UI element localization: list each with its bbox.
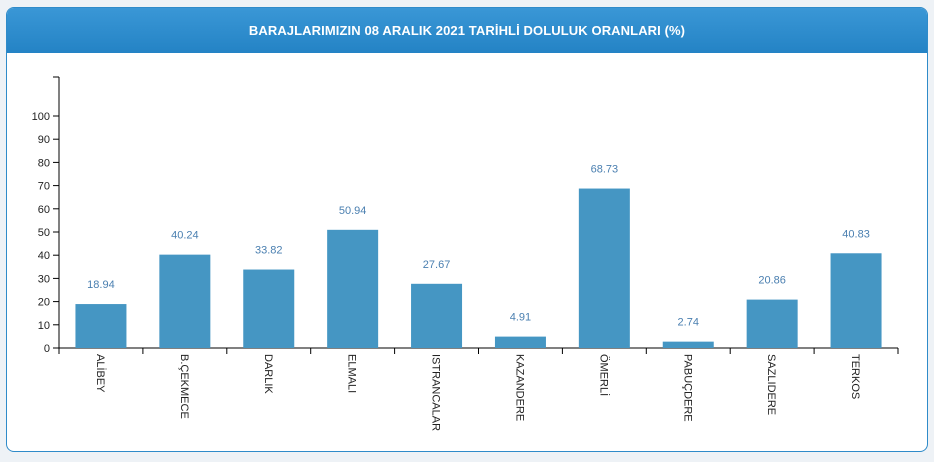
y-tick-label: 90	[38, 134, 50, 146]
bar-value-label: 27.67	[423, 259, 451, 271]
chart-panel: BARAJLARIMIZIN 08 ARALIK 2021 TARİHLİ DO…	[6, 7, 928, 452]
y-tick-label: 80	[38, 157, 50, 169]
bar-value-label: 2.74	[678, 317, 699, 329]
x-tick-label: ALİBEY	[94, 354, 107, 393]
y-tick-label: 70	[38, 181, 50, 193]
bar-value-label: 4.91	[510, 312, 531, 324]
bar-value-label: 68.73	[591, 164, 619, 176]
bar	[411, 283, 463, 348]
x-tick-label: ISTRANCALAR	[430, 354, 442, 431]
bar-value-label: 40.83	[842, 228, 870, 240]
bar	[159, 254, 211, 348]
x-tick-label: KAZANDERE	[513, 354, 525, 421]
x-tick-label: SAZLIDERE	[765, 354, 777, 415]
x-tick-label: PABUÇDERE	[681, 354, 693, 422]
y-tick-label: 10	[38, 320, 50, 332]
y-tick-label: 100	[32, 111, 50, 123]
x-tick-label: ÖMERLİ	[597, 354, 610, 396]
x-tick-label: ELMALI	[346, 354, 358, 393]
chart-title: BARAJLARIMIZIN 08 ARALIK 2021 TARİHLİ DO…	[7, 8, 927, 53]
y-tick-label: 30	[38, 273, 50, 285]
bar-value-label: 40.24	[171, 230, 199, 242]
bar-value-label: 33.82	[255, 245, 283, 257]
x-tick-label: TERKOS	[849, 354, 861, 399]
bar	[75, 304, 127, 348]
y-tick-label: 40	[38, 250, 50, 262]
y-tick-label: 50	[38, 227, 50, 239]
x-tick-label: DARLIK	[262, 354, 274, 394]
bar	[662, 341, 714, 348]
bar-value-label: 20.86	[758, 275, 786, 287]
bar	[830, 253, 882, 348]
y-tick-label: 0	[44, 343, 50, 355]
bar	[243, 269, 295, 348]
y-tick-label: 20	[38, 297, 50, 309]
y-tick-label: 60	[38, 204, 50, 216]
bar	[746, 299, 798, 348]
x-tick-label: B.ÇEKMECE	[178, 354, 190, 419]
bar	[494, 336, 546, 348]
bar	[578, 188, 630, 348]
bar	[327, 229, 379, 348]
bar-value-label: 50.94	[339, 205, 367, 217]
bar-value-label: 18.94	[87, 279, 115, 291]
